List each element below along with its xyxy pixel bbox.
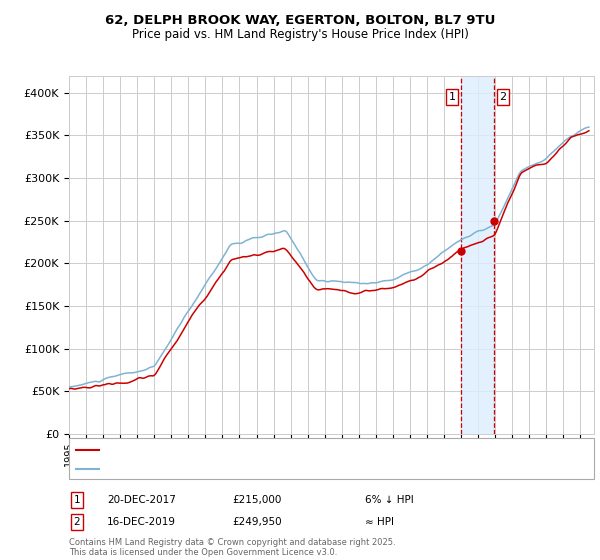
Text: 62, DELPH BROOK WAY, EGERTON, BOLTON, BL7 9TU (detached house): 62, DELPH BROOK WAY, EGERTON, BOLTON, BL… — [103, 445, 458, 455]
Text: 1: 1 — [73, 495, 80, 505]
Bar — [461, 76, 494, 434]
Text: HPI: Average price, detached house, Bolton: HPI: Average price, detached house, Bolt… — [103, 464, 320, 474]
62, DELPH BROOK WAY, EGERTON, BOLTON, BL7 9TU (detached house) — [155, 365, 163, 372]
Text: 1: 1 — [449, 92, 455, 102]
HPI: Average price, detached house, Bolton: (2e+03, 8.48e+04): Average price, detached house, Bolton: (… — [154, 358, 161, 365]
Text: £215,000: £215,000 — [233, 495, 282, 505]
Text: ≈ HPI: ≈ HPI — [365, 517, 394, 527]
HPI: Average price, detached house, Bolton: (2.03e+03, 3.6e+05): Average price, detached house, Bolton: (… — [585, 124, 592, 130]
HPI: Average price, detached house, Bolton: (2.01e+03, 1.78e+05): Average price, detached house, Bolton: (… — [346, 279, 353, 286]
62, DELPH BROOK WAY, EGERTON, BOLTON, BL7 9TU (detached house) — [71, 386, 78, 393]
Text: 2: 2 — [73, 517, 80, 527]
HPI: Average price, detached house, Bolton: (2e+03, 5.52e+04): Average price, detached house, Bolton: (… — [65, 384, 73, 390]
Text: 62, DELPH BROOK WAY, EGERTON, BOLTON, BL7 9TU: 62, DELPH BROOK WAY, EGERTON, BOLTON, BL… — [105, 14, 495, 27]
62, DELPH BROOK WAY, EGERTON, BOLTON, BL7 9TU (detached house) — [118, 380, 125, 386]
HPI: Average price, detached house, Bolton: (2e+03, 1.21e+05): Average price, detached house, Bolton: (… — [172, 328, 179, 334]
62, DELPH BROOK WAY, EGERTON, BOLTON, BL7 9TU (detached house) — [65, 385, 73, 392]
Text: £249,950: £249,950 — [233, 517, 283, 527]
62, DELPH BROOK WAY, EGERTON, BOLTON, BL7 9TU (detached house) — [423, 268, 430, 275]
Line: HPI: Average price, detached house, Bolton: HPI: Average price, detached house, Bolt… — [69, 127, 589, 387]
62, DELPH BROOK WAY, EGERTON, BOLTON, BL7 9TU (detached house) — [585, 127, 592, 134]
62, DELPH BROOK WAY, EGERTON, BOLTON, BL7 9TU (detached house) — [451, 250, 458, 257]
62, DELPH BROOK WAY, EGERTON, BOLTON, BL7 9TU (detached house) — [173, 337, 181, 344]
Text: 2: 2 — [499, 92, 506, 102]
HPI: Average price, detached house, Bolton: (2.02e+03, 1.97e+05): Average price, detached house, Bolton: (… — [421, 263, 428, 269]
HPI: Average price, detached house, Bolton: (2e+03, 6.96e+04): Average price, detached house, Bolton: (… — [116, 371, 124, 378]
HPI: Average price, detached house, Bolton: (2.02e+03, 2.22e+05): Average price, detached house, Bolton: (… — [450, 241, 457, 248]
62, DELPH BROOK WAY, EGERTON, BOLTON, BL7 9TU (detached house) — [347, 290, 355, 296]
Text: 16-DEC-2019: 16-DEC-2019 — [107, 517, 176, 527]
Line: 62, DELPH BROOK WAY, EGERTON, BOLTON, BL7 9TU (detached house): 62, DELPH BROOK WAY, EGERTON, BOLTON, BL… — [69, 130, 589, 389]
Text: Contains HM Land Registry data © Crown copyright and database right 2025.
This d: Contains HM Land Registry data © Crown c… — [69, 538, 395, 557]
Text: 6% ↓ HPI: 6% ↓ HPI — [365, 495, 413, 505]
Text: 20-DEC-2017: 20-DEC-2017 — [107, 495, 176, 505]
Text: Price paid vs. HM Land Registry's House Price Index (HPI): Price paid vs. HM Land Registry's House … — [131, 28, 469, 41]
